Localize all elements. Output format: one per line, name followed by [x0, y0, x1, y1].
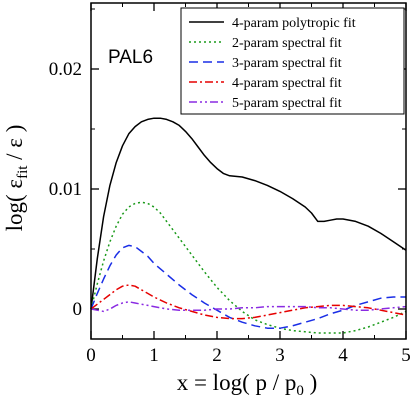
legend-label-5: 5-param spectral fit [232, 96, 342, 111]
x-axis-title-subscript: 0 [296, 383, 304, 399]
series-line-4 [90, 284, 407, 320]
legend-box [180, 7, 405, 115]
x-axis-title-main: x = log( p / p [177, 370, 297, 395]
series-line-2 [90, 201, 407, 334]
x-tick-label: 3 [275, 345, 285, 366]
x-tick-label: 0 [86, 345, 96, 366]
y-axis-title: log( εfit / ε ) [2, 125, 31, 232]
x-tick-label: 5 [401, 345, 411, 366]
x-tick-label: 4 [338, 345, 348, 366]
x-tick-labels: 0 1 2 3 4 5 [86, 345, 411, 366]
series-line-3 [90, 244, 406, 329]
series-line-1 [90, 117, 407, 310]
x-tick-label: 1 [149, 345, 159, 366]
y-axis-title-main: log( ε [2, 179, 27, 231]
y-tick-label: 0.02 [49, 59, 82, 80]
y-tick-label: 0 [73, 299, 83, 320]
x-tick-label: 2 [212, 345, 222, 366]
legend-label-4: 4-param spectral fit [232, 76, 342, 91]
y-axis-title-subscript: fit [15, 165, 31, 179]
series-line-5 [90, 301, 407, 313]
x-axis-title: x = log( p / p0 ) [177, 370, 318, 399]
legend: 4-param polytropic fit 2-param spectral f… [180, 7, 405, 115]
chart-annotation: PAL6 [108, 47, 153, 68]
x-axis-title-end: ) [304, 370, 317, 395]
legend-label-3: 3-param spectral fit [232, 56, 342, 71]
legend-label-2: 2-param spectral fit [232, 36, 342, 51]
y-tick-labels: 0 0.01 0.02 [49, 59, 82, 320]
legend-label-1: 4-param polytropic fit [232, 16, 356, 31]
plot-frame [90, 2, 407, 340]
y-tick-label: 0.01 [49, 179, 82, 200]
y-axis-title-end: / ε ) [2, 125, 27, 166]
series-lines [90, 117, 407, 334]
